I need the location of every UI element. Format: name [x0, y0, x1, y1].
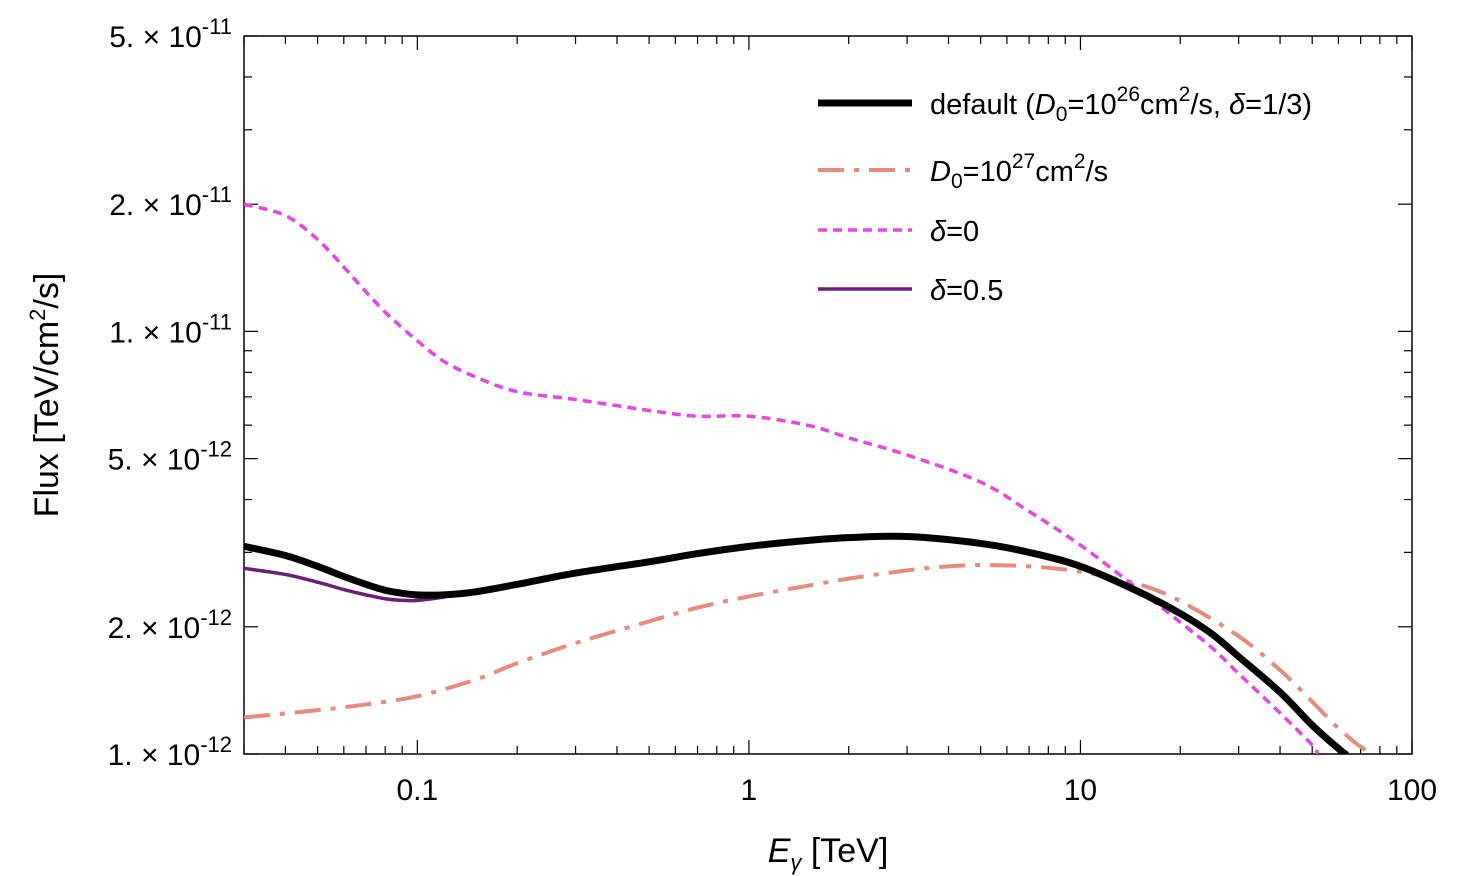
series-line-delta05 [244, 566, 446, 603]
x-axis-title: Eγ [TeV] [768, 832, 889, 875]
y-tick-label: 2. × 10-11 [109, 182, 232, 222]
legend-label-d27: D0=1027cm2/s [930, 150, 1108, 193]
legend-label-default: default (D0=1026cm2/s, δ=1/3) [930, 83, 1312, 126]
y-tick-label: 5. × 10-12 [108, 437, 232, 477]
x-tick-label: 10 [1064, 774, 1097, 807]
y-tick-label: 1. × 10-12 [108, 732, 232, 772]
y-tick-label: 1. × 10-11 [109, 309, 232, 349]
x-tick-label: 1 [741, 774, 758, 807]
series-lines [244, 202, 1374, 754]
legend: default (D0=1026cm2/s, δ=1/3) D0=1027cm2… [818, 83, 1312, 307]
y-tick-label: 2. × 10-12 [108, 605, 232, 645]
y-tick-labels: 1. × 10-12 2. × 10-12 5. × 10-12 1. × 10-11… [108, 14, 232, 772]
plot-frame [243, 35, 1413, 755]
series-line-D27 [244, 563, 1374, 754]
x-tick-label: 0.1 [396, 774, 438, 807]
series-line-delta0 [244, 202, 1320, 754]
legend-label-delta05: δ=0.5 [930, 275, 1003, 307]
x-tick-label: 100 [1387, 774, 1437, 807]
y-axis-title: Flux [TeV/cm2/s] [25, 273, 66, 518]
legend-label-delta0: δ=0 [930, 216, 979, 248]
series-line-default [244, 532, 1349, 754]
x-tick-labels: 0.1 1 10 100 [396, 774, 1437, 807]
tick-marks [243, 35, 1413, 755]
y-tick-label: 5. × 10-11 [109, 14, 232, 54]
